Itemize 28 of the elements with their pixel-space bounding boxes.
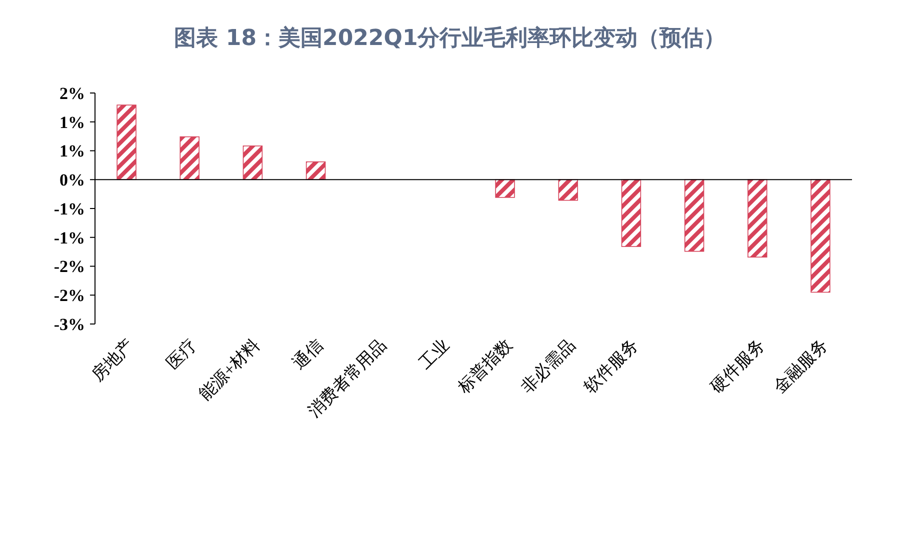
y-tick-label: 0%	[60, 170, 85, 190]
y-tick-label: -2%	[54, 257, 85, 276]
x-tick-label: 房地产	[88, 335, 138, 385]
y-tick-label: 1%	[60, 142, 85, 161]
x-tick-label: 非必需品	[517, 335, 579, 397]
y-tick-label: 2%	[60, 84, 85, 103]
bar	[621, 179, 642, 247]
x-tick-label: 软件服务	[580, 335, 642, 397]
bar	[180, 136, 200, 180]
bar	[306, 161, 326, 180]
x-tick-label: 金融服务	[770, 335, 832, 397]
bar	[748, 179, 768, 258]
bar	[116, 104, 136, 180]
x-tick-label: 通信	[289, 335, 327, 373]
y-tick-label: -1%	[54, 199, 85, 218]
y-tick-label: -1%	[54, 228, 85, 248]
bar	[810, 179, 830, 293]
x-tick-label: 硬件服务	[706, 335, 768, 397]
x-tick-label: 工业	[415, 335, 453, 373]
y-tick-label: 1%	[60, 112, 85, 132]
bar	[495, 179, 515, 198]
x-tick-label: 标普指数	[454, 335, 516, 398]
y-tick-label: -3%	[54, 314, 85, 334]
bar	[684, 179, 704, 252]
bar	[242, 146, 263, 180]
bar	[558, 179, 578, 201]
chart-title: 图表 18：美国2022Q1分行业毛利率环比变动（预估）	[174, 25, 726, 51]
y-tick-label: -2%	[54, 286, 85, 306]
